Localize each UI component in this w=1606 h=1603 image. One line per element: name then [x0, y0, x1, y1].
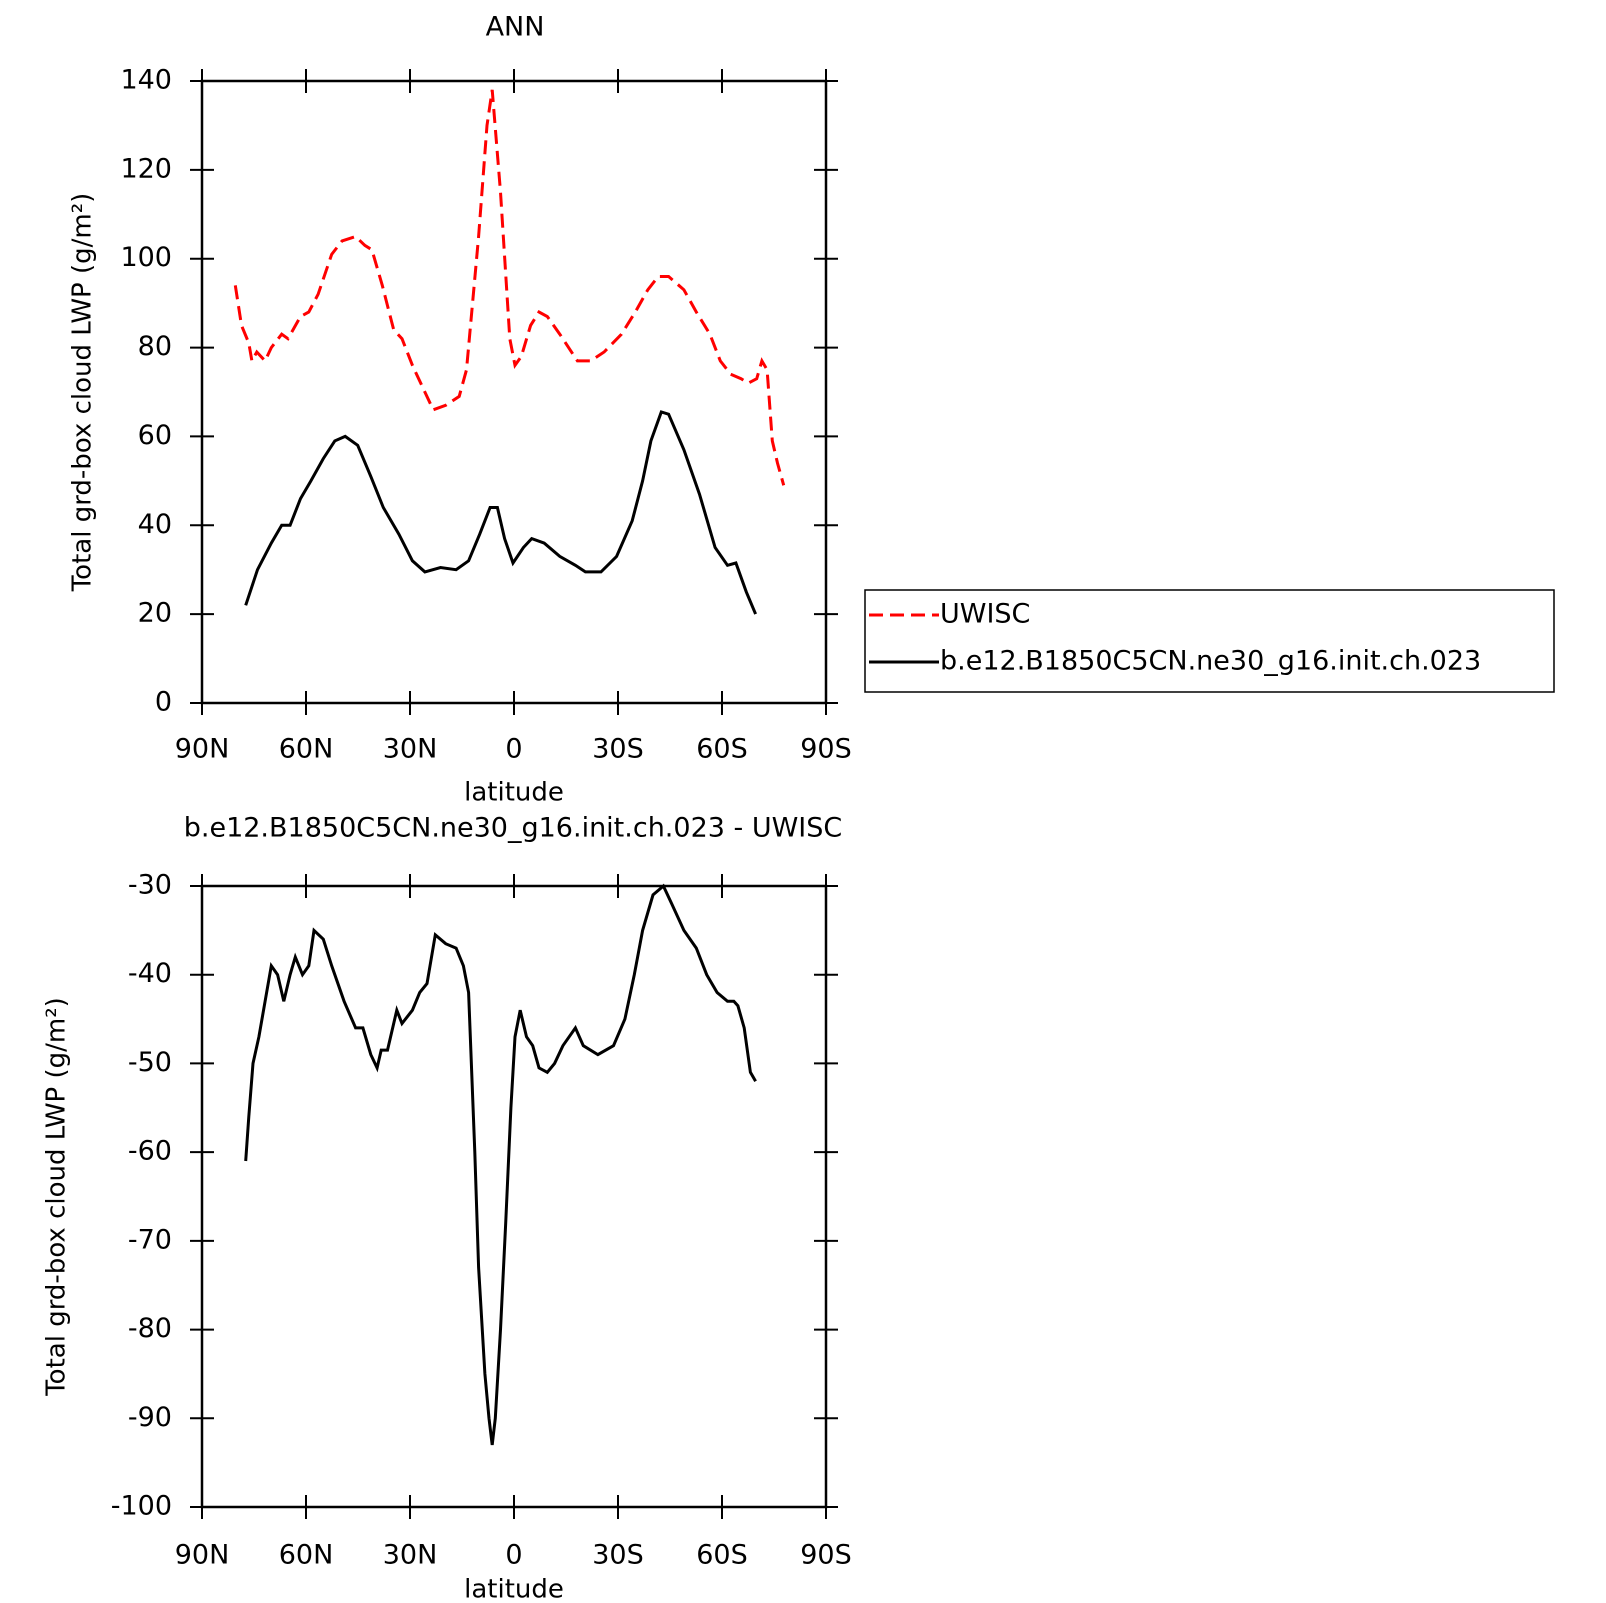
series-line [244, 883, 757, 1446]
y-tick-label: 0 [155, 687, 172, 718]
y-tick-label: -40 [128, 958, 172, 989]
x-tick-label: 30N [383, 734, 438, 765]
series-line [244, 410, 757, 615]
y-tick-label: 40 [138, 509, 172, 540]
x-tick-label: 90N [175, 734, 230, 765]
x-axis-label: latitude [464, 778, 564, 808]
y-tick-label: -50 [128, 1047, 172, 1078]
x-tick-label: 90N [175, 1540, 230, 1571]
x-tick-label: 30N [383, 1540, 438, 1571]
x-tick-label: 90S [800, 734, 852, 765]
chart-title: ANN [486, 12, 545, 43]
series-line [233, 89, 786, 486]
y-tick-label: 60 [138, 420, 172, 451]
legend-label: UWISC [940, 599, 1030, 630]
plot-frame [200, 79, 828, 705]
y-tick-label: -90 [128, 1402, 172, 1433]
x-tick-label: 0 [505, 1540, 522, 1571]
y-tick-label: -100 [111, 1491, 172, 1522]
y-tick-label: 100 [120, 242, 172, 273]
legend-box [864, 589, 1555, 693]
x-tick-label: 60N [279, 734, 334, 765]
y-tick-label: 80 [138, 331, 172, 362]
x-tick-label: 90S [800, 1540, 852, 1571]
y-axis-label: Total grd-box cloud LWP (g/m²) [68, 193, 98, 593]
x-tick-label: 30S [592, 734, 644, 765]
x-tick-label: 30S [592, 1540, 644, 1571]
x-axis-label: latitude [464, 1575, 564, 1603]
x-tick-label: 0 [505, 734, 522, 765]
y-axis-label: Total grd-box cloud LWP (g/m²) [42, 997, 72, 1397]
y-tick-label: -70 [128, 1224, 172, 1255]
y-tick-label: 140 [120, 65, 172, 96]
x-tick-label: 60N [279, 1540, 334, 1571]
y-tick-label: -80 [128, 1313, 172, 1344]
x-tick-label: 60S [696, 734, 748, 765]
legend-label: b.e12.B1850C5CN.ne30_g16.init.ch.023 [940, 646, 1481, 677]
chart-title: b.e12.B1850C5CN.ne30_g16.init.ch.023 - U… [184, 813, 843, 844]
plot-frame [200, 884, 828, 1509]
y-tick-label: -60 [128, 1136, 172, 1167]
x-tick-label: 60S [696, 1540, 748, 1571]
y-tick-label: 120 [120, 153, 172, 184]
y-tick-label: -30 [128, 870, 172, 901]
y-tick-label: 20 [138, 598, 172, 629]
